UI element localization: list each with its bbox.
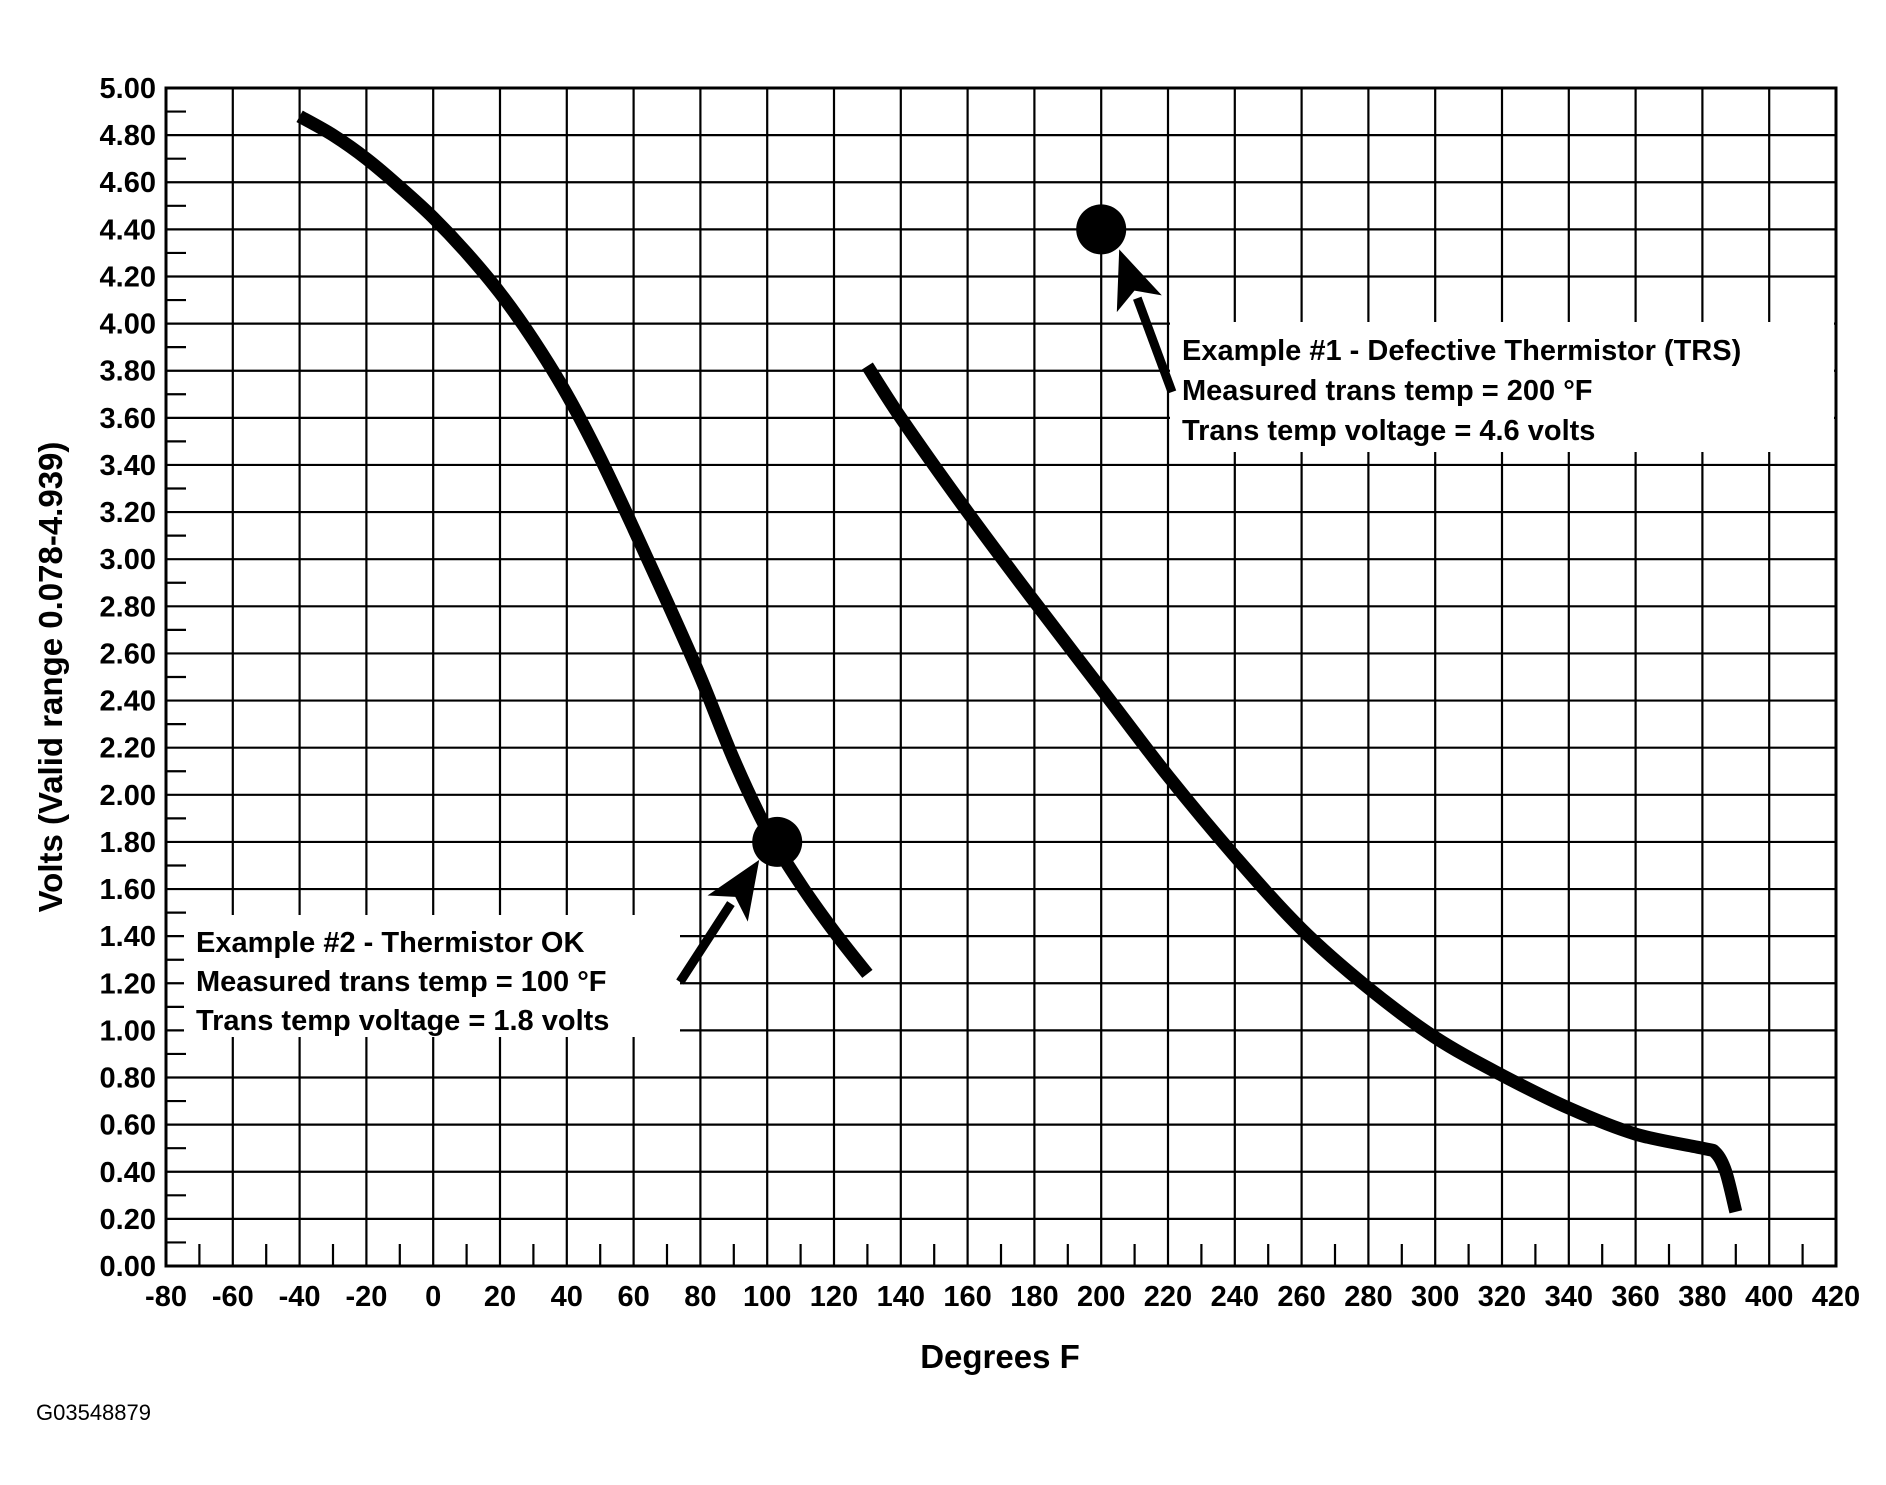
x-tick-label: 180 — [1010, 1281, 1058, 1313]
plot-frame — [164, 86, 1838, 1268]
annotation-1-box — [1170, 322, 1834, 452]
y-tick-label: 2.40 — [100, 686, 156, 718]
y-tick-label: 4.20 — [100, 261, 156, 293]
y-tick-label: 3.40 — [100, 450, 156, 482]
x-axis-title: Degrees F — [920, 1338, 1080, 1375]
annotation-2-line-2: Measured trans temp = 100 °F — [196, 966, 607, 998]
x-tick-label: 340 — [1545, 1281, 1593, 1313]
annotation-1-line-1: Example #1 - Defective Thermistor (TRS) — [1182, 335, 1741, 367]
annotation-1-line-3: Trans temp voltage = 4.6 volts — [1182, 415, 1595, 447]
x-tick-label: 400 — [1745, 1281, 1793, 1313]
y-tick-label: 3.20 — [100, 497, 156, 529]
y-tick-label: 0.40 — [100, 1157, 156, 1189]
y-tick-label: 2.80 — [100, 591, 156, 623]
x-tick-label: 420 — [1812, 1281, 1860, 1313]
y-tick-label: 3.00 — [100, 544, 156, 576]
arrows-layer — [676, 249, 1177, 985]
x-tick-label: 40 — [551, 1281, 583, 1313]
annotation-example-1: Example #1 - Defective Thermistor (TRS) … — [1182, 335, 1741, 447]
x-tick-label: -80 — [145, 1281, 187, 1313]
minor-ticks — [166, 110, 1804, 1266]
points-layer — [752, 204, 1127, 867]
y-tick-label: 1.80 — [100, 827, 156, 859]
y-tick-label: 2.00 — [100, 780, 156, 812]
x-tick-label: 120 — [810, 1281, 858, 1313]
y-tick-label: 3.60 — [100, 403, 156, 435]
y-tick-label: 2.60 — [100, 638, 156, 670]
example-point-2 — [752, 816, 803, 867]
x-tick-label: 60 — [617, 1281, 649, 1313]
series-layer — [296, 110, 1743, 1214]
y-tick-labels: 0.00 0.20 0.40 0.60 0.80 1.00 1.20 1.40 1.60 1.80… — [100, 73, 156, 1283]
x-tick-label: 80 — [684, 1281, 716, 1313]
annotation-2-line-1: Example #2 - Thermistor OK — [196, 927, 584, 959]
x-tick-label: 200 — [1077, 1281, 1125, 1313]
annotation-example-2: Example #2 - Thermistor OK Measured tran… — [196, 927, 609, 1037]
series-line-2 — [861, 362, 1743, 1214]
y-axis-title: Volts (Valid range 0.078-4.939) — [32, 442, 69, 913]
y-tick-label: 0.00 — [100, 1251, 156, 1283]
grid — [164, 86, 1838, 1268]
y-tick-label: 1.40 — [100, 921, 156, 953]
x-tick-label: 280 — [1344, 1281, 1392, 1313]
x-tick-label: 160 — [943, 1281, 991, 1313]
y-tick-label: 3.80 — [100, 356, 156, 388]
y-tick-label: 0.80 — [100, 1063, 156, 1095]
x-tick-label: -40 — [279, 1281, 321, 1313]
x-tick-labels: -80 -60 -40 -20 0 20 40 60 80 100 120 140 160 180 200 2… — [145, 1281, 1860, 1313]
annotation-2-line-3: Trans temp voltage = 1.8 volts — [196, 1005, 609, 1037]
x-tick-label: 360 — [1611, 1281, 1659, 1313]
y-tick-label: 4.60 — [100, 167, 156, 199]
x-tick-label: 260 — [1277, 1281, 1325, 1313]
x-tick-label: -20 — [345, 1281, 387, 1313]
y-tick-label: 4.00 — [100, 309, 156, 341]
arrow-example-1 — [1116, 249, 1177, 394]
y-tick-label: 2.20 — [100, 733, 156, 765]
y-tick-label: 1.00 — [100, 1015, 156, 1047]
y-tick-label: 4.40 — [100, 214, 156, 246]
x-tick-label: 240 — [1211, 1281, 1259, 1313]
x-tick-label: 100 — [743, 1281, 791, 1313]
x-tick-label: -60 — [212, 1281, 254, 1313]
x-tick-label: 220 — [1144, 1281, 1192, 1313]
y-tick-label: 0.20 — [100, 1204, 156, 1236]
annotation-2-box — [184, 915, 680, 1037]
y-tick-label: 5.00 — [100, 73, 156, 105]
x-tick-label: 20 — [484, 1281, 516, 1313]
x-tick-label: 0 — [425, 1281, 441, 1313]
arrow-example-2 — [676, 859, 760, 985]
y-tick-label: 4.80 — [100, 120, 156, 152]
x-tick-label: 300 — [1411, 1281, 1459, 1313]
figure-id: G03548879 — [36, 1400, 151, 1425]
y-tick-label: 1.60 — [100, 874, 156, 906]
y-tick-label: 0.60 — [100, 1110, 156, 1142]
y-tick-label: 1.20 — [100, 968, 156, 1000]
x-tick-label: 320 — [1478, 1281, 1526, 1313]
x-tick-label: 140 — [877, 1281, 925, 1313]
example-point-1 — [1076, 204, 1127, 255]
annotation-1-line-2: Measured trans temp = 200 °F — [1182, 375, 1593, 407]
x-tick-label: 380 — [1678, 1281, 1726, 1313]
